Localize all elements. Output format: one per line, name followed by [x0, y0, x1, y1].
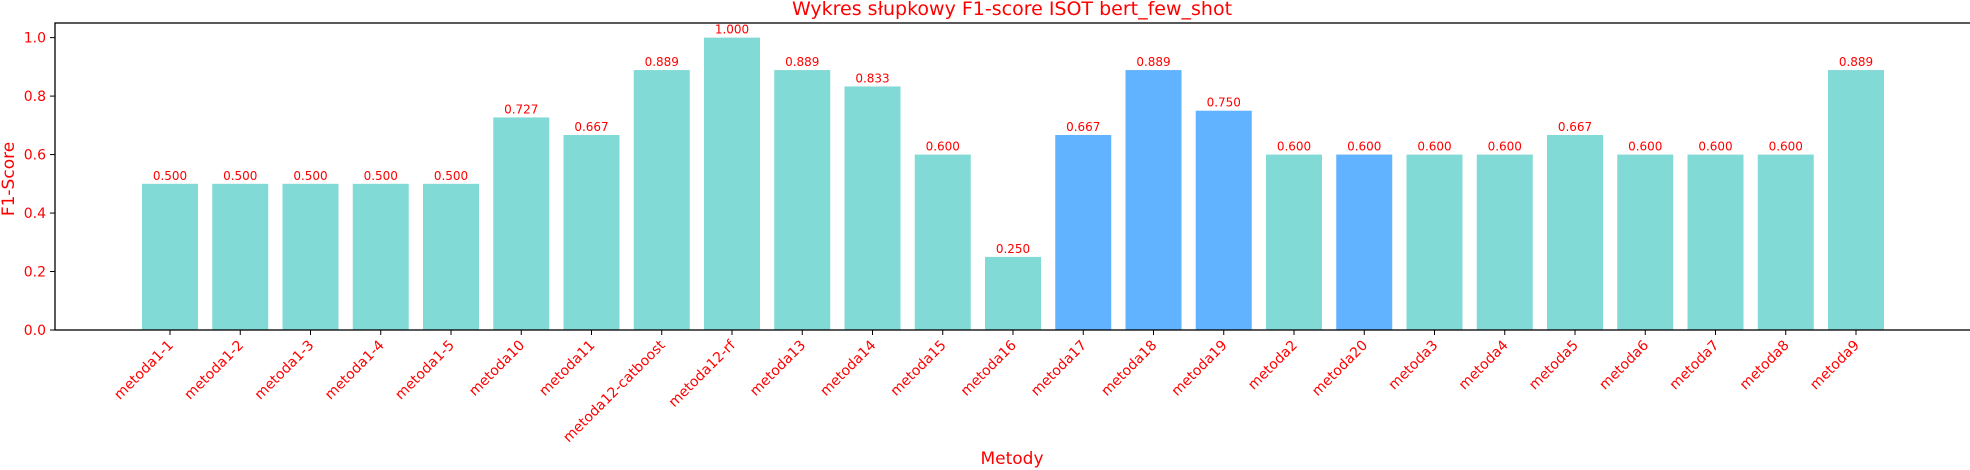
bar-value-label: 0.833 — [855, 71, 889, 85]
bar-value-label: 0.600 — [1698, 140, 1732, 154]
x-tick-label: metoda3 — [1386, 338, 1442, 394]
bar-metoda4 — [1476, 154, 1533, 330]
bar-value-label: 0.600 — [1277, 140, 1311, 154]
bar-value-label: 0.727 — [504, 102, 538, 116]
bar-metoda13 — [774, 70, 831, 330]
x-tick-label: metoda6 — [1596, 337, 1652, 393]
x-tick-label: metoda11 — [536, 338, 598, 400]
bar-metoda6 — [1617, 154, 1674, 330]
bar-value-label: 0.500 — [153, 169, 187, 183]
y-tick-label: 0.6 — [24, 148, 46, 164]
x-tick-label: metoda20 — [1309, 338, 1371, 400]
bar-metoda20 — [1336, 154, 1393, 330]
bar-value-label: 0.600 — [926, 140, 960, 154]
x-tick-label: metoda5 — [1526, 338, 1582, 394]
bar-metoda16 — [985, 256, 1041, 330]
bar-metoda1-5 — [423, 183, 479, 330]
x-tick-label: metoda12-rf — [666, 337, 740, 411]
bar-value-labels: 0.500 0.500 0.500 0.500 0.500 0.727 0.667 0.889… — [153, 23, 1873, 256]
chart-title: Wykres słupkowy F1-score ISOT bert_few_s… — [792, 0, 1232, 20]
bar-value-label: 0.889 — [785, 55, 819, 69]
bar-metoda1-4 — [352, 183, 409, 330]
bar-value-label: 0.500 — [364, 169, 398, 183]
bar-value-label: 0.250 — [996, 242, 1030, 256]
x-axis: metoda1-1 metoda1-2 metoda1-3 metoda1-4 meto… — [111, 330, 1863, 446]
x-tick-label: metoda15 — [888, 338, 950, 400]
x-tick-label: metoda19 — [1169, 338, 1231, 400]
bar-metoda1-2 — [212, 183, 269, 330]
x-tick-label: metoda1-3 — [252, 338, 318, 404]
bar-metoda1-3 — [282, 183, 339, 330]
x-tick-label: metoda1-1 — [111, 338, 177, 404]
bar-value-label: 0.750 — [1207, 96, 1241, 110]
x-tick-label: metoda8 — [1737, 338, 1793, 394]
bar-value-label: 0.600 — [1628, 140, 1662, 154]
bar-metoda9 — [1828, 70, 1884, 330]
x-tick-label: metoda10 — [466, 338, 528, 400]
y-axis-label: F1-Score — [0, 142, 19, 216]
bar-metoda8 — [1757, 154, 1814, 330]
bar-value-label: 0.667 — [1558, 120, 1592, 134]
bar-metoda19 — [1195, 110, 1252, 330]
x-tick-label: metoda16 — [958, 337, 1020, 399]
bar-metoda7 — [1687, 154, 1744, 330]
bar-value-label: 0.500 — [223, 169, 257, 183]
bar-value-label: 0.889 — [645, 55, 679, 69]
bar-value-label: 0.889 — [1839, 55, 1873, 69]
bar-metoda5 — [1547, 134, 1603, 330]
bar-value-label: 0.600 — [1347, 140, 1381, 154]
x-tick-label: metoda14 — [817, 337, 879, 399]
bar-value-label: 0.500 — [293, 169, 327, 183]
bar-metoda15 — [914, 154, 971, 330]
y-tick-label: 0.0 — [24, 323, 46, 339]
bar-metoda18 — [1125, 70, 1182, 330]
x-tick-label: metoda7 — [1667, 338, 1723, 394]
bar-metoda12-catboost — [633, 70, 690, 330]
plot-frame — [54, 22, 1970, 331]
x-tick-label: metoda13 — [747, 338, 809, 400]
bar-metoda10 — [493, 117, 550, 330]
x-tick-label: metoda1-2 — [182, 338, 248, 404]
bar-metoda1-1 — [142, 183, 198, 330]
bar-value-label: 0.667 — [574, 120, 608, 134]
y-tick-label: 1.0 — [24, 31, 46, 47]
bar-value-label: 0.600 — [1769, 140, 1803, 154]
bar-value-label: 0.889 — [1136, 55, 1170, 69]
bar-metoda11 — [563, 134, 620, 330]
y-tick-label: 0.8 — [24, 89, 46, 105]
x-tick-label: metoda1-4 — [322, 337, 388, 403]
bar-metoda14 — [844, 86, 901, 331]
bar-value-label: 0.667 — [1066, 120, 1100, 134]
y-tick-label: 0.4 — [24, 206, 46, 222]
y-tick-label: 0.2 — [24, 265, 46, 281]
bar-metoda12-rf — [704, 37, 760, 330]
bar-metoda2 — [1266, 154, 1322, 330]
x-tick-label: metoda9 — [1807, 338, 1863, 394]
x-tick-label: metoda2 — [1245, 338, 1301, 394]
bar-value-label: 0.500 — [434, 169, 468, 183]
y-axis: 0.0 0.2 0.4 0.6 0.8 1.0 — [24, 31, 55, 339]
x-tick-label: metoda18 — [1098, 338, 1160, 400]
x-tick-label: metoda4 — [1456, 337, 1512, 393]
bar-value-label: 1.000 — [715, 23, 749, 37]
bar-metoda17 — [1055, 134, 1112, 330]
bars-group — [142, 37, 1884, 331]
x-tick-label: metoda17 — [1028, 338, 1090, 400]
x-axis-label: Metody — [980, 449, 1043, 469]
x-tick-label: metoda1-5 — [392, 338, 458, 404]
bar-value-label: 0.600 — [1488, 140, 1522, 154]
bar-value-label: 0.600 — [1417, 140, 1451, 154]
bar-metoda3 — [1406, 154, 1463, 330]
